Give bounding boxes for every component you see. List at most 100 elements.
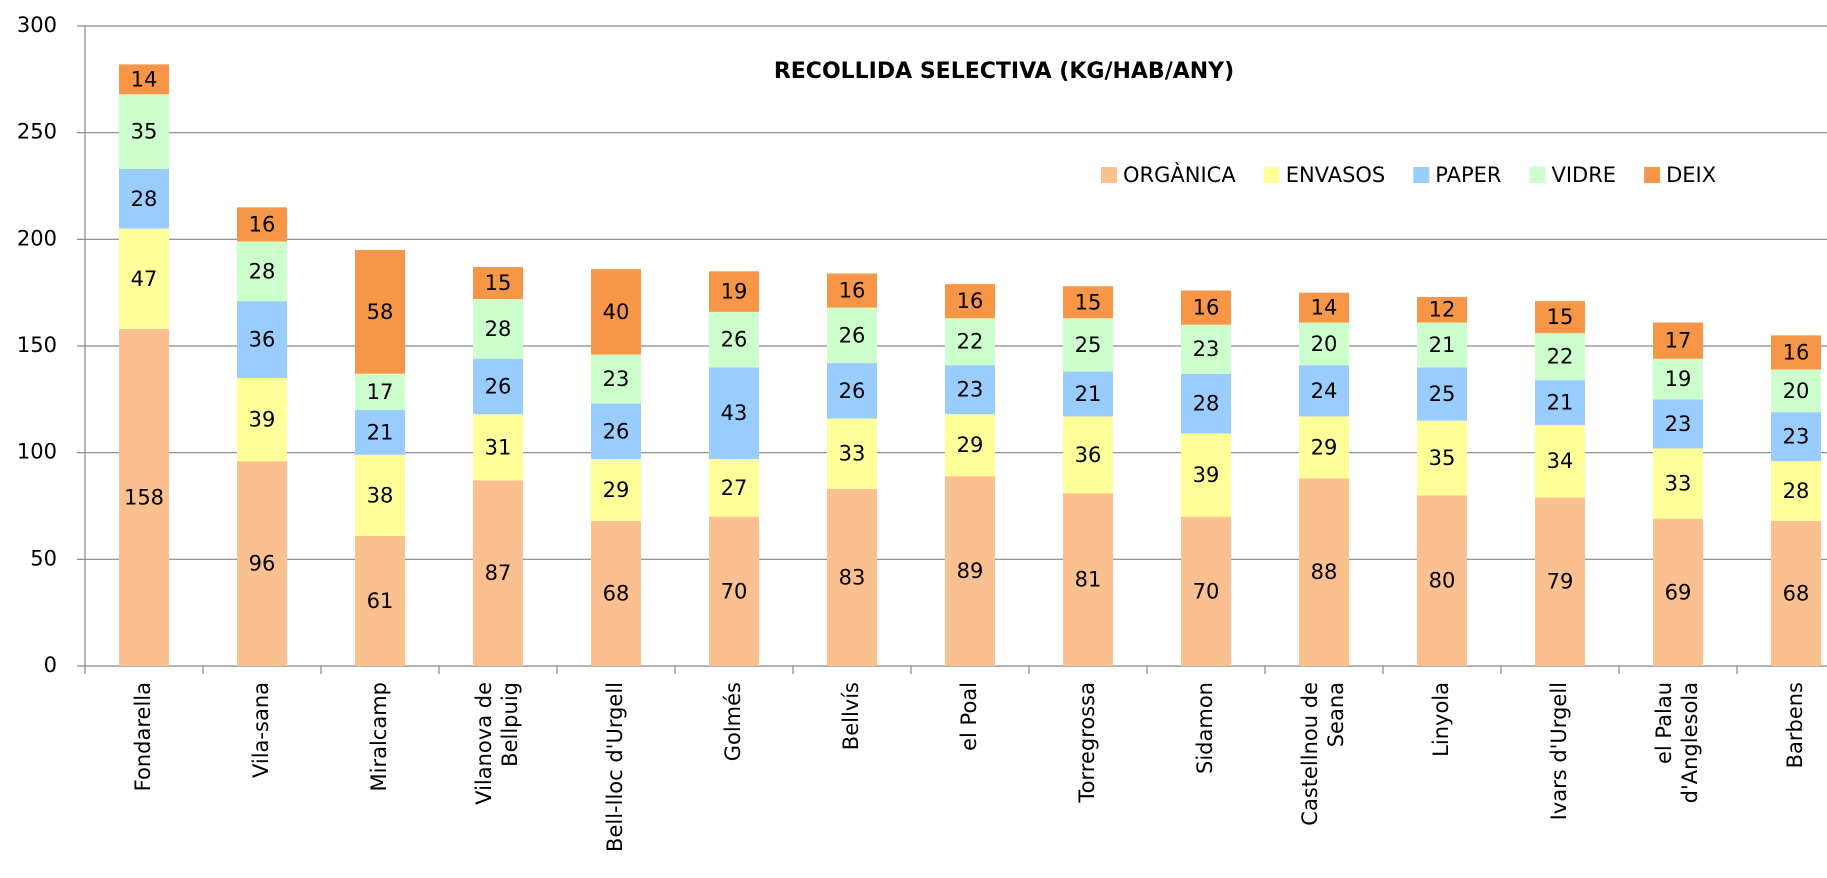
- y-tick-label: 150: [17, 333, 57, 357]
- bar-segment: [945, 476, 995, 666]
- data-label: 38: [367, 483, 394, 507]
- bar-segment: [1299, 365, 1349, 417]
- bar-segment: [1771, 520, 1821, 666]
- x-tick-label: Fondarella: [131, 682, 155, 791]
- data-label: 43: [721, 401, 748, 425]
- x-tick-label: Vilanova deBellpuig: [472, 682, 522, 805]
- bar-segment: [473, 358, 523, 415]
- data-label: 61: [367, 589, 394, 613]
- bar-segment: [1535, 333, 1585, 381]
- y-tick-label: 100: [17, 440, 57, 464]
- bar-segment: [1063, 493, 1113, 666]
- x-tick-label: Miralcamp: [367, 682, 391, 792]
- legend-label: PAPER: [1435, 163, 1501, 187]
- data-label: 23: [1665, 412, 1692, 436]
- x-tick-label: Bell-lloc d'Urgell: [603, 682, 627, 852]
- data-label: 23: [1783, 425, 1810, 449]
- bar-segment: [355, 373, 405, 410]
- data-label: 31: [485, 435, 512, 459]
- data-label: 47: [131, 267, 158, 291]
- bar-segment: [237, 241, 287, 302]
- data-label: 19: [1665, 367, 1692, 391]
- bar-segment: [591, 459, 641, 521]
- data-label: 24: [1311, 379, 1338, 403]
- data-label: 22: [957, 330, 984, 354]
- bar-segment: [1653, 448, 1703, 519]
- bar-segment: [1535, 380, 1585, 425]
- x-tick-label: Torregrossa: [1075, 682, 1099, 804]
- bar-segment: [827, 363, 877, 419]
- bar-segment: [1181, 433, 1231, 517]
- bar-segment: [1417, 420, 1467, 496]
- bar-segment: [709, 516, 759, 666]
- bar-segment: [1181, 324, 1231, 374]
- data-label: 23: [957, 378, 984, 402]
- data-label: 79: [1547, 570, 1574, 594]
- bar-segment: [237, 378, 287, 462]
- data-label: 39: [1193, 463, 1220, 487]
- bar-segment: [119, 168, 169, 229]
- data-label: 68: [1783, 581, 1810, 605]
- bar-segment: [119, 328, 169, 666]
- data-label: 34: [1547, 449, 1574, 473]
- bar-segment: [945, 414, 995, 477]
- bar-segment: [709, 459, 759, 517]
- legend-swatch: [1529, 167, 1546, 183]
- data-label: 26: [603, 419, 630, 443]
- data-label: 28: [131, 187, 158, 211]
- y-tick-label: 300: [17, 13, 57, 37]
- bar-segment: [1653, 399, 1703, 449]
- bar-segment: [1771, 369, 1821, 413]
- data-label: 29: [1311, 435, 1338, 459]
- data-label: 28: [1193, 392, 1220, 416]
- bar-segment: [473, 414, 523, 481]
- bar-segment: [473, 299, 523, 359]
- bar-segment: [1771, 335, 1821, 370]
- data-label: 35: [131, 120, 158, 144]
- data-label: 16: [839, 279, 866, 303]
- data-label: 88: [1311, 560, 1338, 584]
- data-label: 21: [1547, 391, 1574, 415]
- data-label: 23: [1193, 337, 1220, 361]
- legend-label: VIDRE: [1551, 163, 1616, 187]
- bar-segment: [1181, 516, 1231, 666]
- bar-segment: [827, 488, 877, 666]
- bar-segment: [1299, 478, 1349, 666]
- data-label: 15: [485, 271, 512, 295]
- x-tick-label: Bellvís: [839, 682, 863, 750]
- data-label: 28: [485, 317, 512, 341]
- bar-segment: [945, 318, 995, 366]
- data-label: 20: [1783, 379, 1810, 403]
- bar-segment: [1299, 292, 1349, 323]
- bar-segment: [237, 461, 287, 666]
- bar-segment: [591, 269, 641, 355]
- bar-segment: [591, 354, 641, 404]
- y-tick-label: 50: [30, 546, 57, 570]
- data-label: 27: [721, 476, 748, 500]
- data-label: 69: [1665, 580, 1692, 604]
- x-tick-label: Golmés: [721, 682, 745, 761]
- data-label: 80: [1429, 569, 1456, 593]
- bar-segment: [827, 307, 877, 364]
- bar-segment: [1299, 416, 1349, 479]
- data-label: 70: [721, 579, 748, 603]
- bar-segment: [1653, 518, 1703, 666]
- data-label: 21: [1429, 333, 1456, 357]
- bar-segment: [709, 311, 759, 368]
- x-tick-label: el Poal: [957, 682, 981, 751]
- data-label: 158: [124, 485, 164, 509]
- legend-swatch: [1413, 167, 1430, 183]
- bar-segment: [827, 418, 877, 489]
- data-label: 16: [1783, 340, 1810, 364]
- bar-segment: [237, 301, 287, 378]
- data-label: 26: [485, 375, 512, 399]
- data-label: 87: [485, 561, 512, 585]
- y-tick-label: 0: [44, 653, 57, 677]
- data-label: 29: [603, 478, 630, 502]
- legend-label: ORGÀNICA: [1123, 162, 1236, 187]
- bar-segment: [1535, 301, 1585, 334]
- bar-segment: [945, 284, 995, 319]
- bar-segment: [119, 94, 169, 169]
- x-tick-label: Vila-sana: [249, 682, 273, 778]
